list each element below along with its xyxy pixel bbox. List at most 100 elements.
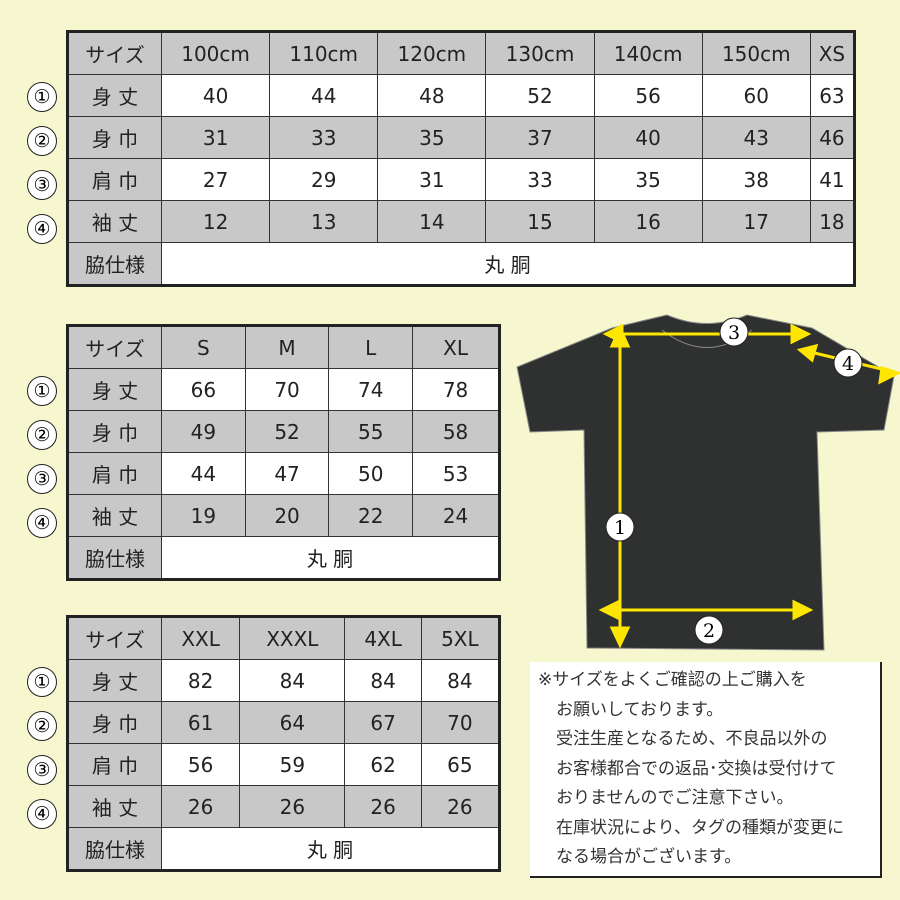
row-number-marker: ③	[27, 755, 57, 785]
value-cell: 64	[239, 701, 346, 744]
side-spec-value: 丸 胴	[161, 536, 500, 580]
value-cell: 41	[809, 158, 856, 201]
table-row: 袖 丈 19 20 22 24	[67, 494, 500, 537]
header-cell: XS	[809, 31, 856, 75]
row-number-marker: ④	[27, 799, 57, 829]
value-cell: 70	[244, 368, 330, 411]
header-cell: サイズ	[67, 325, 162, 369]
table-row: 身 巾 49 52 55 58	[67, 410, 500, 453]
row-label: 袖 丈	[67, 494, 162, 537]
size-table: サイズ 100cm 110cm 120cm 130cm 140cm 150cm XS 身 丈 40…	[66, 30, 856, 287]
value-cell: 84	[420, 659, 501, 702]
value-cell: 13	[269, 200, 379, 243]
side-spec-row: 脇仕様丸 胴	[67, 827, 500, 871]
value-cell: 26	[420, 785, 501, 828]
side-spec-row: 脇仕様丸 胴	[67, 536, 500, 580]
table-row: 肩 巾 56 59 62 65	[67, 743, 501, 786]
header-cell: 100cm	[160, 31, 271, 75]
row-label: 肩 巾	[67, 158, 162, 201]
header-cell: サイズ	[67, 616, 162, 660]
value-cell: 26	[344, 785, 422, 828]
row-label: 身 丈	[67, 659, 162, 702]
value-cell: 78	[412, 368, 500, 411]
header-cell: S	[161, 325, 246, 369]
value-cell: 33	[485, 158, 595, 201]
value-cell: 26	[239, 785, 346, 828]
row-number-marker: ③	[27, 170, 57, 200]
value-cell: 31	[160, 116, 271, 159]
row-number-marker: ①	[27, 82, 57, 112]
header-row: サイズ S M L XL	[67, 325, 500, 369]
header-cell: 150cm	[701, 31, 811, 75]
value-cell: 63	[809, 74, 856, 117]
notice-line: なる場合がございます。	[556, 847, 742, 867]
size-table: サイズ S M L XL 身 丈 66 70 74 78 身 巾 49 52 55 58 肩 巾 44 47 50 5…	[66, 324, 501, 581]
value-cell: 31	[377, 158, 487, 201]
value-cell: 56	[160, 743, 241, 786]
value-cell: 82	[160, 659, 241, 702]
row-number-marker: ④	[27, 508, 57, 538]
table-row: 袖 丈 12 13 14 15 16 17 18	[67, 200, 856, 243]
row-number-marker: ①	[27, 667, 57, 697]
table-row: 身 巾 31 33 35 37 40 43 46	[67, 116, 856, 159]
value-cell: 58	[412, 410, 500, 453]
tshirt-icon	[516, 314, 895, 651]
row-label: 身 巾	[67, 410, 162, 453]
value-cell: 17	[701, 200, 811, 243]
header-cell: 5XL	[420, 616, 501, 660]
value-cell: 37	[485, 116, 595, 159]
value-cell: 20	[244, 494, 330, 537]
value-cell: 46	[809, 116, 856, 159]
table-row: 身 丈 82 84 84 84	[67, 659, 501, 702]
value-cell: 15	[485, 200, 595, 243]
side-spec-label: 脇仕様	[67, 827, 162, 871]
value-cell: 52	[485, 74, 595, 117]
value-cell: 66	[161, 368, 246, 411]
row-label: 袖 丈	[67, 200, 162, 243]
row-number-marker: ①	[27, 376, 57, 406]
row-label: 身 巾	[67, 116, 162, 159]
label-2: 2	[703, 620, 715, 642]
value-cell: 35	[593, 158, 703, 201]
value-cell: 53	[412, 452, 500, 495]
value-cell: 52	[244, 410, 330, 453]
value-cell: 74	[328, 368, 414, 411]
value-cell: 35	[377, 116, 487, 159]
value-cell: 50	[328, 452, 414, 495]
side-spec-label: 脇仕様	[67, 242, 162, 286]
value-cell: 61	[160, 701, 241, 744]
value-cell: 24	[412, 494, 500, 537]
table-row: 身 巾 61 64 67 70	[67, 701, 501, 744]
row-number-marker: ④	[27, 214, 57, 244]
notice-line: お客様都合での返品･交換は受付けて	[556, 758, 837, 779]
header-cell: M	[244, 325, 330, 369]
header-cell: 130cm	[485, 31, 595, 75]
row-number-marker: ②	[27, 126, 57, 156]
notice-box: ※サイズをよくご確認の上ご購入を お願いしております。 受注生産となるため、不良…	[530, 662, 882, 878]
row-label: 身 丈	[67, 74, 162, 117]
value-cell: 60	[701, 74, 811, 117]
side-spec-value: 丸 胴	[161, 242, 855, 286]
label-3: 3	[728, 322, 740, 344]
side-spec-value: 丸 胴	[161, 827, 500, 871]
row-label: 肩 巾	[67, 452, 162, 495]
measure-arrows	[598, 323, 900, 649]
header-cell: L	[328, 325, 414, 369]
row-label: 身 丈	[67, 368, 162, 411]
tshirt-diagram: 1 2 3 4	[516, 314, 900, 651]
value-cell: 22	[328, 494, 414, 537]
header-cell: XXXL	[239, 616, 346, 660]
header-cell: 140cm	[593, 31, 703, 75]
header-row: サイズ 100cm 110cm 120cm 130cm 140cm 150cm XS	[67, 31, 856, 75]
label-4: 4	[842, 353, 854, 375]
value-cell: 33	[269, 116, 379, 159]
table-row: 肩 巾 27 29 31 33 35 38 41	[67, 158, 856, 201]
row-label: 身 巾	[67, 701, 162, 744]
size-table: サイズ XXL XXXL 4XL 5XL 身 丈 82 84 84 84 身 巾 61 64 67 70 肩 …	[66, 615, 501, 872]
notice-line: 在庫状況により、タグの種類が変更に	[556, 817, 844, 838]
value-cell: 48	[377, 74, 487, 117]
row-number-marker: ②	[27, 420, 57, 450]
row-number-marker: ③	[27, 464, 57, 494]
table-row: 身 丈 66 70 74 78	[67, 368, 500, 411]
value-cell: 44	[161, 452, 246, 495]
